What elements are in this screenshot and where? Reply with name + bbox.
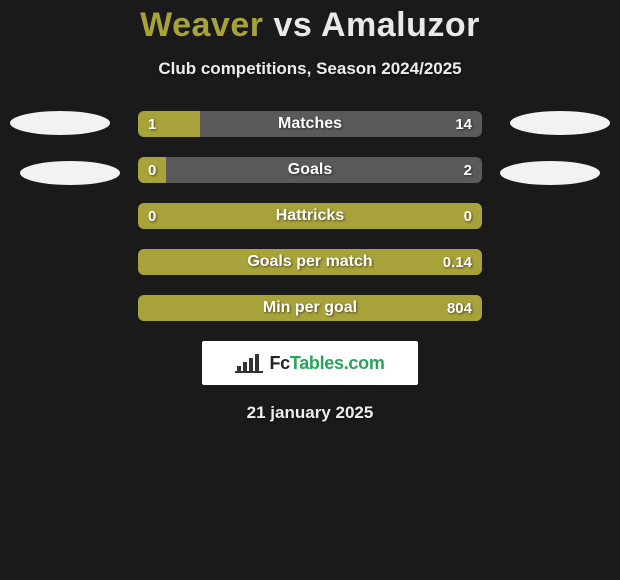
logo-inner: FcTables.com xyxy=(235,352,384,374)
logo-text: FcTables.com xyxy=(269,353,384,374)
stat-row: 00Hattricks xyxy=(138,203,482,229)
barchart-icon xyxy=(235,352,263,374)
logo-suffix: Tables.com xyxy=(290,353,385,373)
title-player1: Weaver xyxy=(140,6,263,44)
player1-badge-top xyxy=(10,111,110,135)
player1-badge-bottom xyxy=(20,161,120,185)
stat-row: 114Matches xyxy=(138,111,482,137)
date-text: 21 january 2025 xyxy=(0,403,620,423)
subtitle-text: Club competitions, Season 2024/2025 xyxy=(0,59,620,79)
logo-prefix: Fc xyxy=(269,353,289,373)
page-title: Weaver vs Amaluzor xyxy=(0,0,620,45)
bars-container: 114Matches 02Goals 00Hattricks 0.14Goals pe… xyxy=(138,111,482,321)
logo-box: FcTables.com xyxy=(202,341,418,385)
bar-left-segment xyxy=(138,249,482,275)
infographic-root: Weaver vs Amaluzor Club competitions, Se… xyxy=(0,0,620,580)
chart-area: 114Matches 02Goals 00Hattricks 0.14Goals pe… xyxy=(0,111,620,321)
bar-left-segment xyxy=(138,295,482,321)
stat-row: 804Min per goal xyxy=(138,295,482,321)
player2-badge-bottom xyxy=(500,161,600,185)
bar-left-segment xyxy=(138,111,200,137)
stat-row: 02Goals xyxy=(138,157,482,183)
title-vs: vs xyxy=(273,6,312,44)
bar-right-segment xyxy=(166,157,482,183)
bar-right-segment xyxy=(200,111,482,137)
player2-badge-top xyxy=(510,111,610,135)
bar-left-segment xyxy=(138,203,482,229)
bar-left-segment xyxy=(138,157,166,183)
title-player2: Amaluzor xyxy=(321,6,480,44)
stat-row: 0.14Goals per match xyxy=(138,249,482,275)
